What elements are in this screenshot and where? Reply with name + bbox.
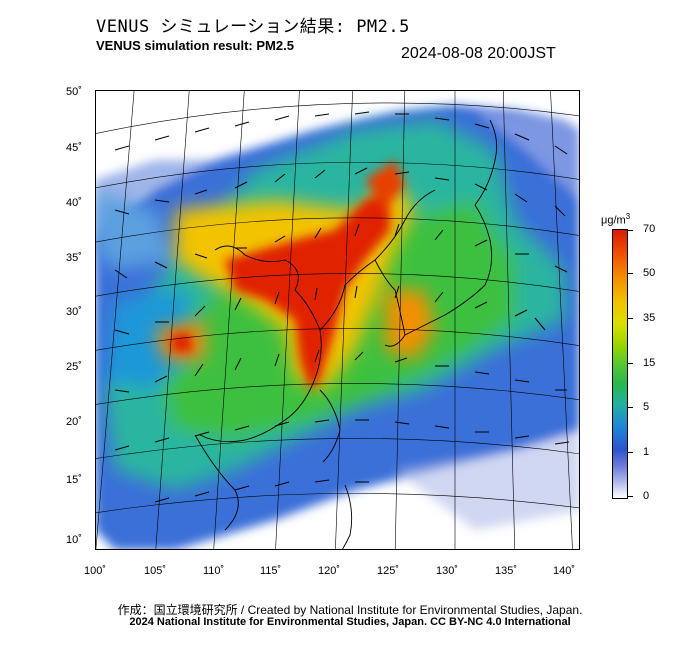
colorbar-tick: 15 — [643, 357, 656, 369]
lon-label: 125˚ — [377, 565, 400, 577]
lon-label: 105˚ — [144, 565, 167, 577]
colorbar-tick: 35 — [643, 312, 656, 324]
map-canvas — [95, 90, 580, 550]
concentration-field-peak — [170, 160, 405, 390]
title-english: VENUS simulation result: PM2.5 — [96, 38, 294, 53]
lat-label: 40˚ — [66, 197, 82, 209]
lat-label: 10˚ — [66, 534, 82, 546]
lat-label: 45˚ — [66, 142, 82, 154]
colorbar-tick: 1 — [643, 446, 650, 458]
copyright-line: 2024 National Institute for Environmenta… — [129, 616, 571, 628]
colorbar — [612, 229, 628, 499]
lat-label: 35˚ — [66, 252, 82, 264]
credit-line: 作成：国立環境研究所 / Created by National Institu… — [117, 603, 583, 617]
pm25-map — [95, 90, 580, 550]
graticule — [95, 90, 580, 550]
lat-label: 20˚ — [66, 416, 82, 428]
lat-label: 25˚ — [66, 361, 82, 373]
wind-vectors — [114, 111, 570, 503]
lat-label: 50˚ — [66, 86, 82, 98]
lat-label: 15˚ — [66, 474, 82, 486]
colorbar-tick: 70 — [643, 223, 656, 235]
colorbar-tick: 50 — [643, 267, 656, 279]
lon-label: 135˚ — [495, 565, 518, 577]
lon-label: 140˚ — [553, 565, 576, 577]
lat-label: 30˚ — [66, 306, 82, 318]
title-japanese: VENUS シミュレーション結果: PM2.5 — [96, 17, 410, 37]
lon-label: 120˚ — [318, 565, 341, 577]
lon-label: 130˚ — [436, 565, 459, 577]
timestamp: 2024-08-08 20:00JST — [401, 45, 556, 62]
colorbar-tick: 0 — [643, 490, 650, 502]
coastlines — [194, 119, 498, 550]
lon-label: 110˚ — [203, 565, 225, 577]
colorbar-unit: μg/m3 — [601, 212, 631, 227]
lon-label: 100˚ — [84, 565, 107, 577]
lon-label: 115˚ — [260, 565, 282, 577]
colorbar-tick: 5 — [643, 401, 650, 413]
